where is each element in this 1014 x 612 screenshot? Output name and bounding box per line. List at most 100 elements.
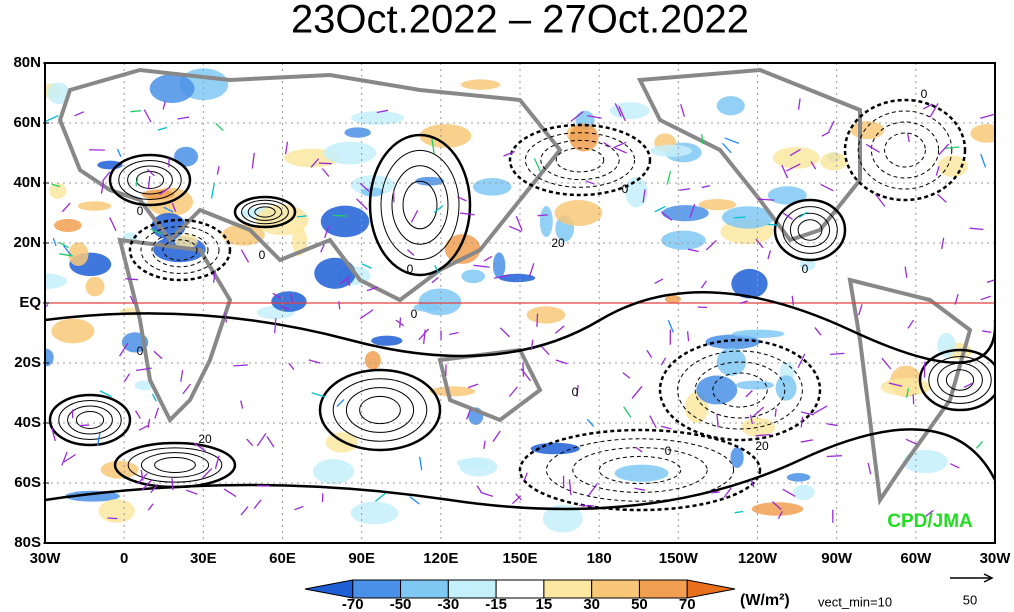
flux-vector [687,248,699,253]
anomaly-shade [732,329,785,339]
contour [572,447,708,493]
flux-vector [537,214,548,217]
flux-vector [356,198,368,211]
anomaly-shade [323,141,377,165]
flux-vector [874,193,886,207]
flux-vector [938,143,950,156]
contour-label: 0 [137,204,144,218]
colorbar-label: -50 [390,596,412,612]
flux-vector [492,430,501,442]
flux-vector [311,392,326,398]
anomaly-shade [542,504,583,533]
flux-vector [680,104,686,117]
anomaly-shade [460,79,501,90]
flux-vector [409,496,420,505]
contour [151,232,209,268]
anomaly-shade [492,252,506,279]
contour [241,199,289,225]
flux-vector [929,103,939,118]
flux-vector [782,488,796,497]
flux-vector [767,223,778,226]
flux-vector [100,181,105,194]
flux-vector [755,238,764,249]
anomaly-shade [661,230,706,250]
contour [247,203,283,221]
flux-vector [980,295,991,301]
flux-vector [483,255,493,262]
contour [540,139,620,181]
flux-vector [123,373,131,382]
contour [518,428,762,512]
anomaly-shade [51,318,95,344]
flux-vector [800,416,804,428]
flux-vector [74,111,85,117]
flux-vector [881,357,892,370]
colorbar-label: 50 [631,596,648,612]
contour [75,411,105,429]
flux-vector [186,489,198,495]
flux-vector [134,410,141,419]
flux-vector [418,456,423,471]
flux-vector [107,517,118,520]
anomaly-shade [364,351,381,370]
contour-label: 20 [551,236,565,250]
flux-vector [642,189,646,203]
contour [508,123,652,197]
credit: CPD/JMA [887,511,973,532]
anomaly-shade [371,335,403,346]
flux-vector [576,385,579,397]
flux-vector [631,385,643,399]
contour [254,206,276,218]
contour [345,387,415,433]
flux-vector [705,239,717,251]
flux-vector [587,115,602,119]
flux-vector [944,146,960,150]
lon-label: 90E [348,550,375,567]
anomaly-shade [730,447,744,468]
flux-vector [867,462,872,475]
flux-vector [153,350,163,360]
anomaly-shade [661,205,709,222]
flux-vector [758,198,775,201]
flux-vector [457,196,467,202]
colorbar-label: 70 [679,596,696,612]
flux-vector [288,362,295,371]
flux-vector [826,423,838,427]
flux-vector [503,150,516,157]
flux-vector [466,409,471,420]
anomaly-shade [149,74,195,104]
flux-vector [579,504,595,507]
flux-vector [710,491,720,494]
flux-vector [586,418,595,427]
lat-label: 60S [14,474,41,491]
flux-vector [473,264,490,268]
flux-vector [395,319,405,327]
flux-vector [975,440,984,449]
anomaly-shade [68,242,89,267]
flux-vector [635,446,643,453]
flux-vector [310,158,320,168]
flux-vector [180,370,184,382]
flux-vector [45,303,49,309]
flux-vector [150,228,163,235]
flux-vector [614,141,627,148]
flux-vector [789,148,801,157]
contour-label: 0 [665,444,672,458]
flux-vector [969,227,984,231]
flux-vector [467,383,479,389]
flux-vector [151,393,157,402]
flux-vector [723,487,732,498]
lon-label: 30W [980,550,1012,567]
colorbar-label: 30 [583,596,600,612]
anomaly-shade [820,152,848,171]
flux-vector [246,438,254,447]
lat-label: 60N [13,114,41,131]
anomaly-shade [77,201,112,211]
contour-label: 0 [137,344,144,358]
flux-vector [51,427,56,442]
anomaly-shade [554,199,603,226]
flux-vector [905,438,917,445]
flux-vector [272,292,281,299]
flux-vector [59,253,74,257]
